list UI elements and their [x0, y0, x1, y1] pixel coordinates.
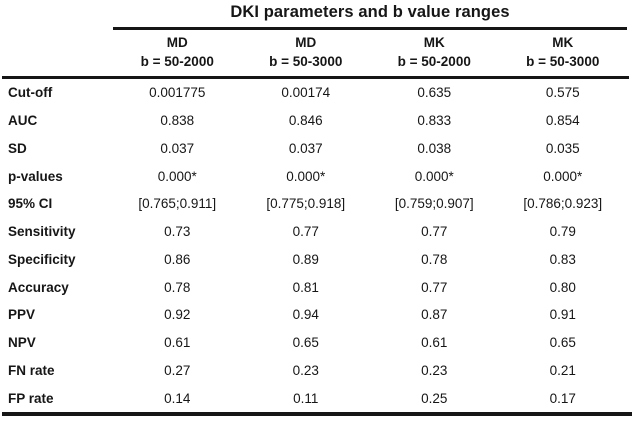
- row-label: FN rate: [8, 362, 55, 378]
- cell-value: 0.61: [421, 335, 448, 351]
- column-range-label: b = 50-2000: [140, 54, 214, 69]
- cell-value: 0.17: [549, 390, 576, 406]
- title-underline-rule: [113, 27, 627, 30]
- cell-value: 0.80: [549, 279, 576, 295]
- cell-value: 0.037: [160, 140, 195, 156]
- bottom-border-rule: [2, 412, 632, 416]
- cell-value: [0.786;0.923]: [523, 196, 603, 212]
- table-row-sd: SD 0.037 0.037 0.038 0.035: [0, 135, 637, 163]
- column-param-label: MK: [552, 35, 574, 50]
- row-label: NPV: [8, 335, 36, 351]
- cell-value: 0.037: [288, 140, 323, 156]
- table-row-fnrate: FN rate 0.27 0.23 0.23 0.21: [0, 357, 637, 385]
- cell-value: 0.838: [160, 113, 195, 129]
- cell-value: 0.035: [545, 140, 580, 156]
- cell-value: 0.73: [164, 224, 191, 240]
- cell-value: 0.14: [164, 390, 191, 406]
- cell-value: 0.79: [549, 224, 576, 240]
- table-row-ci: 95% CI [0.765;0.911] [0.775;0.918] [0.75…: [0, 190, 637, 218]
- cell-value: 0.038: [417, 140, 452, 156]
- cell-value: 0.81: [292, 279, 319, 295]
- table-row-cutoff: Cut-off 0.001775 0.00174 0.635 0.575: [0, 79, 637, 107]
- table-row-sensitivity: Sensitivity 0.73 0.77 0.77 0.79: [0, 218, 637, 246]
- cell-value: 0.000*: [157, 168, 197, 184]
- table-row-accuracy: Accuracy 0.78 0.81 0.77 0.80: [0, 273, 637, 301]
- cell-value: 0.21: [549, 362, 576, 378]
- cell-value: 0.575: [545, 85, 580, 101]
- cell-value: 0.94: [292, 307, 319, 323]
- cell-value: 0.91: [549, 307, 576, 323]
- column-range-label: b = 50-3000: [269, 54, 343, 69]
- table-row-specificity: Specificity 0.86 0.89 0.78 0.83: [0, 246, 637, 274]
- column-range-label: b = 50-3000: [526, 54, 600, 69]
- cell-value: 0.92: [164, 307, 191, 323]
- cell-value: 0.77: [421, 279, 448, 295]
- cell-value: 0.61: [164, 335, 191, 351]
- column-header-md-2000: MD b = 50-2000: [113, 33, 242, 71]
- cell-value: 0.25: [421, 390, 448, 406]
- column-header-mk-3000: MK b = 50-3000: [499, 33, 628, 71]
- cell-value: 0.000*: [286, 168, 326, 184]
- cell-value: 0.854: [545, 113, 580, 129]
- cell-value: 0.77: [292, 224, 319, 240]
- column-param-label: MD: [166, 35, 188, 50]
- table-row-pvalues: p-values 0.000* 0.000* 0.000* 0.000*: [0, 162, 637, 190]
- table-title: DKI parameters and b value ranges: [230, 3, 510, 21]
- table-row-ppv: PPV 0.92 0.94 0.87 0.91: [0, 301, 637, 329]
- cell-value: [0.775;0.918]: [266, 196, 346, 212]
- row-label: SD: [8, 140, 27, 156]
- table-body: Cut-off 0.001775 0.00174 0.635 0.575 AUC…: [0, 79, 637, 412]
- cell-value: 0.23: [292, 362, 319, 378]
- table-row-npv: NPV 0.61 0.65 0.61 0.65: [0, 329, 637, 357]
- cell-value: [0.765;0.911]: [138, 196, 217, 212]
- cell-value: 0.65: [292, 335, 319, 351]
- column-param-label: MK: [423, 35, 445, 50]
- cell-value: 0.000*: [543, 168, 583, 184]
- cell-value: 0.89: [292, 251, 319, 267]
- cell-value: 0.11: [293, 390, 319, 406]
- row-label: AUC: [8, 113, 38, 129]
- cell-value: 0.000*: [414, 168, 454, 184]
- row-label: FP rate: [8, 390, 54, 406]
- row-label: 95% CI: [8, 196, 53, 212]
- cell-value: 0.77: [421, 224, 448, 240]
- cell-value: [0.759;0.907]: [394, 196, 474, 212]
- cell-value: 0.635: [417, 85, 452, 101]
- table-row-fprate: FP rate 0.14 0.11 0.25 0.17: [0, 384, 637, 412]
- cell-value: 0.65: [549, 335, 576, 351]
- column-headers: MD b = 50-2000 MD b = 50-3000 MK b = 50-…: [113, 33, 627, 71]
- column-header-md-3000: MD b = 50-3000: [242, 33, 371, 71]
- row-label: p-values: [8, 168, 63, 184]
- row-label: Sensitivity: [8, 224, 76, 240]
- cell-value: 0.78: [421, 251, 448, 267]
- cell-value: 0.00174: [281, 85, 331, 101]
- header-separator-rule: [2, 76, 629, 79]
- column-param-label: MD: [295, 35, 317, 50]
- cell-value: 0.86: [164, 251, 191, 267]
- cell-value: 0.001775: [149, 85, 206, 101]
- row-label: Accuracy: [8, 279, 69, 295]
- cell-value: 0.23: [421, 362, 448, 378]
- row-label: Cut-off: [8, 85, 53, 101]
- table-row-auc: AUC 0.838 0.846 0.833 0.854: [0, 107, 637, 135]
- column-header-mk-2000: MK b = 50-2000: [370, 33, 499, 71]
- cell-value: 0.87: [421, 307, 448, 323]
- cell-value: 0.78: [164, 279, 191, 295]
- column-range-label: b = 50-2000: [397, 54, 471, 69]
- cell-value: 0.846: [288, 113, 323, 129]
- row-label: PPV: [8, 307, 36, 323]
- row-label: Specificity: [8, 251, 76, 267]
- cell-value: 0.27: [164, 362, 191, 378]
- cell-value: 0.833: [417, 113, 452, 129]
- cell-value: 0.83: [549, 251, 576, 267]
